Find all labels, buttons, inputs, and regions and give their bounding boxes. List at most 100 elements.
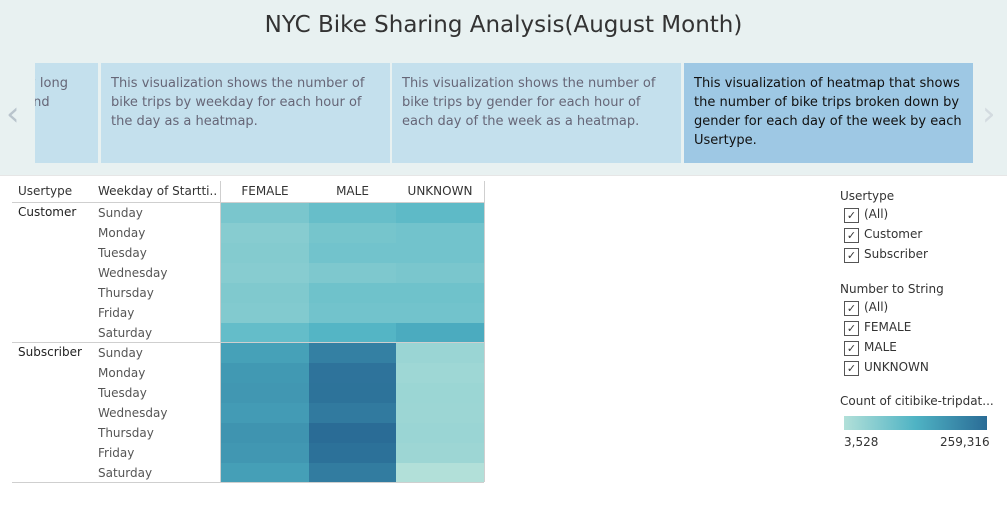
- weekday-row-label[interactable]: Friday: [98, 306, 135, 320]
- heatmap-cell[interactable]: [396, 443, 484, 463]
- heatmap-cell[interactable]: [309, 423, 396, 443]
- story-point-partial[interactable]: w long and: [35, 63, 98, 163]
- heatmap-cell[interactable]: [309, 363, 396, 383]
- heatmap-cell[interactable]: [221, 343, 309, 363]
- heatmap-cell[interactable]: [309, 383, 396, 403]
- heatmap-cell[interactable]: [221, 463, 309, 483]
- heatmap-cell[interactable]: [309, 263, 396, 283]
- heatmap-cell[interactable]: [221, 263, 309, 283]
- heatmap-cell[interactable]: [221, 403, 309, 423]
- filter-option-label: FEMALE: [864, 320, 912, 334]
- heatmap-cell[interactable]: [309, 323, 396, 343]
- story-point-gender-hour[interactable]: This visualization shows the number of b…: [392, 63, 681, 163]
- header-divider: [0, 175, 1007, 176]
- usertype-row-label[interactable]: Customer: [18, 205, 77, 219]
- weekday-row-label[interactable]: Tuesday: [98, 386, 147, 400]
- heatmap-cell[interactable]: [396, 303, 484, 323]
- weekday-row-label[interactable]: Thursday: [98, 426, 154, 440]
- heatmap-column-header[interactable]: FEMALE: [241, 184, 289, 198]
- heatmap-cell[interactable]: [221, 243, 309, 263]
- story-point-text: This visualization shows the number of b…: [111, 76, 365, 129]
- heatmap-cell[interactable]: [396, 203, 484, 223]
- heatmap-cell[interactable]: [396, 363, 484, 383]
- heatmap-column-header[interactable]: MALE: [336, 184, 369, 198]
- filter-option-label: (All): [864, 207, 889, 221]
- heatmap-cell[interactable]: [221, 423, 309, 443]
- heatmap-cell[interactable]: [221, 223, 309, 243]
- story-point-text: This visualization shows the number of b…: [402, 76, 656, 129]
- heatmap-cell[interactable]: [309, 243, 396, 263]
- story-point-text-line: w long: [35, 76, 68, 91]
- checkbox-icon[interactable]: ✓: [844, 228, 859, 243]
- weekday-row-label[interactable]: Thursday: [98, 286, 154, 300]
- filter-option-label: Subscriber: [864, 247, 928, 261]
- heatmap-cell[interactable]: [309, 463, 396, 483]
- story-point-gender-usertype[interactable]: This visualization of heatmap that shows…: [684, 63, 973, 163]
- heatmap-cell[interactable]: [396, 423, 484, 443]
- heatmap-cell[interactable]: [396, 223, 484, 243]
- number-to-string-filter-title: Number to String: [840, 282, 944, 296]
- heatmap-cell[interactable]: [309, 343, 396, 363]
- table-right-border: [484, 181, 485, 482]
- heatmap-cell[interactable]: [396, 403, 484, 423]
- weekday-row-label[interactable]: Sunday: [98, 346, 143, 360]
- color-legend-min: 3,528: [844, 435, 879, 449]
- heatmap-cell[interactable]: [309, 403, 396, 423]
- heatmap-cell[interactable]: [309, 303, 396, 323]
- heatmap-cell[interactable]: [309, 223, 396, 243]
- checkbox-icon[interactable]: ✓: [844, 321, 859, 336]
- weekday-column-header[interactable]: Weekday of Startti..: [98, 184, 218, 198]
- weekday-row-label[interactable]: Monday: [98, 226, 146, 240]
- story-point-text: This visualization of heatmap that shows…: [694, 76, 962, 148]
- weekday-row-label[interactable]: Saturday: [98, 466, 153, 480]
- color-legend-max: 259,316: [940, 435, 990, 449]
- chevron-left-icon[interactable]: ‹: [6, 94, 20, 134]
- weekday-row-label[interactable]: Wednesday: [98, 266, 168, 280]
- heatmap-cell[interactable]: [396, 263, 484, 283]
- heatmap-cell[interactable]: [221, 283, 309, 303]
- checkbox-icon[interactable]: ✓: [844, 341, 859, 356]
- checkbox-icon[interactable]: ✓: [844, 361, 859, 376]
- filter-option-label: Customer: [864, 227, 923, 241]
- weekday-row-label[interactable]: Friday: [98, 446, 135, 460]
- usertype-column-header[interactable]: Usertype: [18, 184, 73, 198]
- heatmap-cell[interactable]: [221, 383, 309, 403]
- weekday-row-label[interactable]: Saturday: [98, 326, 153, 340]
- weekday-row-label[interactable]: Wednesday: [98, 406, 168, 420]
- heatmap-cell[interactable]: [221, 203, 309, 223]
- heatmap-cell[interactable]: [396, 323, 484, 343]
- heatmap-cell[interactable]: [396, 243, 484, 263]
- group-separator-line: [12, 342, 484, 343]
- heatmap-cell[interactable]: [309, 443, 396, 463]
- checkbox-icon[interactable]: ✓: [844, 208, 859, 223]
- table-bottom-line: [12, 482, 484, 483]
- heatmap-cell[interactable]: [396, 463, 484, 483]
- checkbox-icon[interactable]: ✓: [844, 301, 859, 316]
- heatmap-cell[interactable]: [309, 283, 396, 303]
- header-bottom-line: [12, 202, 484, 203]
- heatmap-cell[interactable]: [221, 303, 309, 323]
- heatmap-cell[interactable]: [221, 323, 309, 343]
- heatmap-cell[interactable]: [221, 363, 309, 383]
- page-title: NYC Bike Sharing Analysis(August Month): [264, 12, 743, 38]
- heatmap-cell[interactable]: [396, 283, 484, 303]
- weekday-row-label[interactable]: Sunday: [98, 206, 143, 220]
- heatmap-cell[interactable]: [221, 443, 309, 463]
- usertype-filter-title: Usertype: [840, 189, 895, 203]
- checkbox-icon[interactable]: ✓: [844, 248, 859, 263]
- heatmap-cell[interactable]: [396, 383, 484, 403]
- story-points-strip: w long and This visualization shows the …: [35, 63, 973, 163]
- heatmap-column-header[interactable]: UNKNOWN: [407, 184, 473, 198]
- filter-option-label: (All): [864, 300, 889, 314]
- heatmap-cell[interactable]: [396, 343, 484, 363]
- color-legend-title: Count of citibike-tripdat...: [840, 394, 994, 408]
- usertype-row-label[interactable]: Subscriber: [18, 345, 82, 359]
- color-legend-ramp: [844, 416, 987, 430]
- story-point-weekday-hour[interactable]: This visualization shows the number of b…: [101, 63, 390, 163]
- heatmap-cell[interactable]: [309, 203, 396, 223]
- weekday-row-label[interactable]: Tuesday: [98, 246, 147, 260]
- chevron-right-icon[interactable]: ›: [982, 94, 996, 134]
- filter-option-label: UNKNOWN: [864, 360, 929, 374]
- weekday-row-label[interactable]: Monday: [98, 366, 146, 380]
- worksheet: Usertype Weekday of Startti.. FEMALE MALE…: [0, 176, 1007, 517]
